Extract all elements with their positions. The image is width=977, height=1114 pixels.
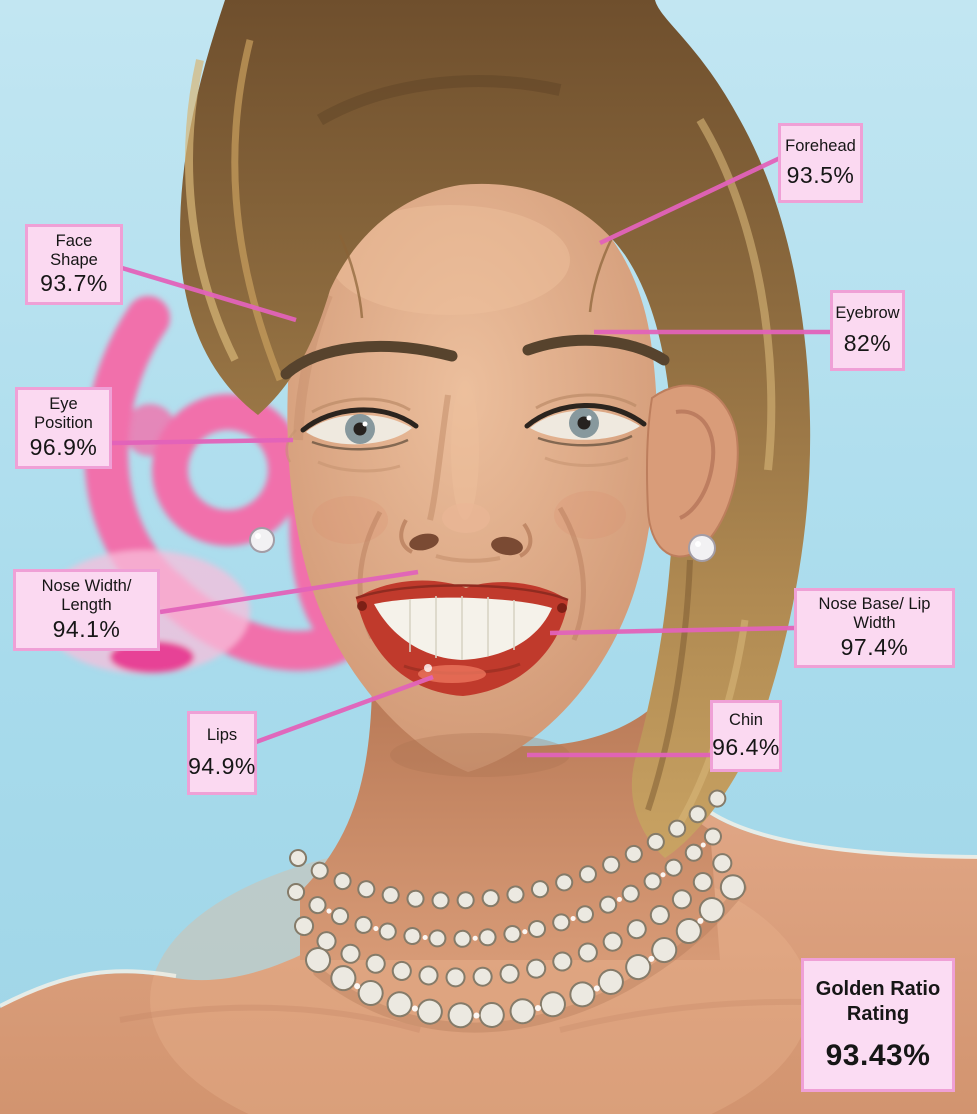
annotation-box-chin: Chin 96.4%	[710, 700, 782, 772]
annotation-label: Nose Base/ Lip Width	[818, 595, 931, 633]
annotation-label: Eyebrow	[835, 304, 900, 322]
annotation-box-lips: Lips 94.9%	[187, 711, 257, 795]
annotation-value: 82%	[843, 329, 892, 356]
annotation-value: 94.1%	[52, 615, 121, 642]
annotation-label: Face Shape	[50, 231, 98, 269]
annotation-label: Nose Width/ Length	[41, 577, 132, 614]
annotation-value: 93.43%	[825, 1039, 931, 1072]
eyes	[285, 393, 647, 473]
eyebrows	[280, 334, 670, 380]
ear	[646, 384, 739, 558]
diamond-necklace	[287, 789, 755, 1033]
annotation-value: 94.9%	[188, 752, 256, 779]
annotation-label: Golden Ratio Rating	[815, 978, 941, 1025]
annotation-value: 97.4%	[840, 633, 909, 660]
annotation-value: 96.4%	[712, 733, 780, 760]
annotation-box-nose-width-length: Nose Width/ Length 94.1%	[13, 569, 160, 651]
annotation-box-face-shape: Face Shape 93.7%	[25, 224, 123, 305]
annotation-label: Forehead	[785, 136, 856, 155]
annotation-label: Eye Position	[34, 395, 93, 432]
nose	[399, 394, 533, 563]
annotation-label: Lips	[206, 726, 238, 744]
annotation-box-golden-ratio-rating: Golden Ratio Rating 93.43%	[801, 958, 955, 1092]
annotation-label: Chin	[729, 711, 763, 729]
annotation-box-eye-position: Eye Position 96.9%	[15, 387, 112, 469]
annotation-box-forehead: Forehead 93.5%	[778, 123, 863, 203]
annotation-value: 93.7%	[40, 270, 108, 297]
annotation-value: 96.9%	[29, 433, 98, 460]
annotation-box-eyebrow: Eyebrow 82%	[830, 290, 905, 371]
earrings	[249, 527, 716, 562]
annotation-box-nose-base-lip-width: Nose Base/ Lip Width 97.4%	[794, 588, 955, 668]
annotation-value: 93.5%	[786, 162, 855, 189]
